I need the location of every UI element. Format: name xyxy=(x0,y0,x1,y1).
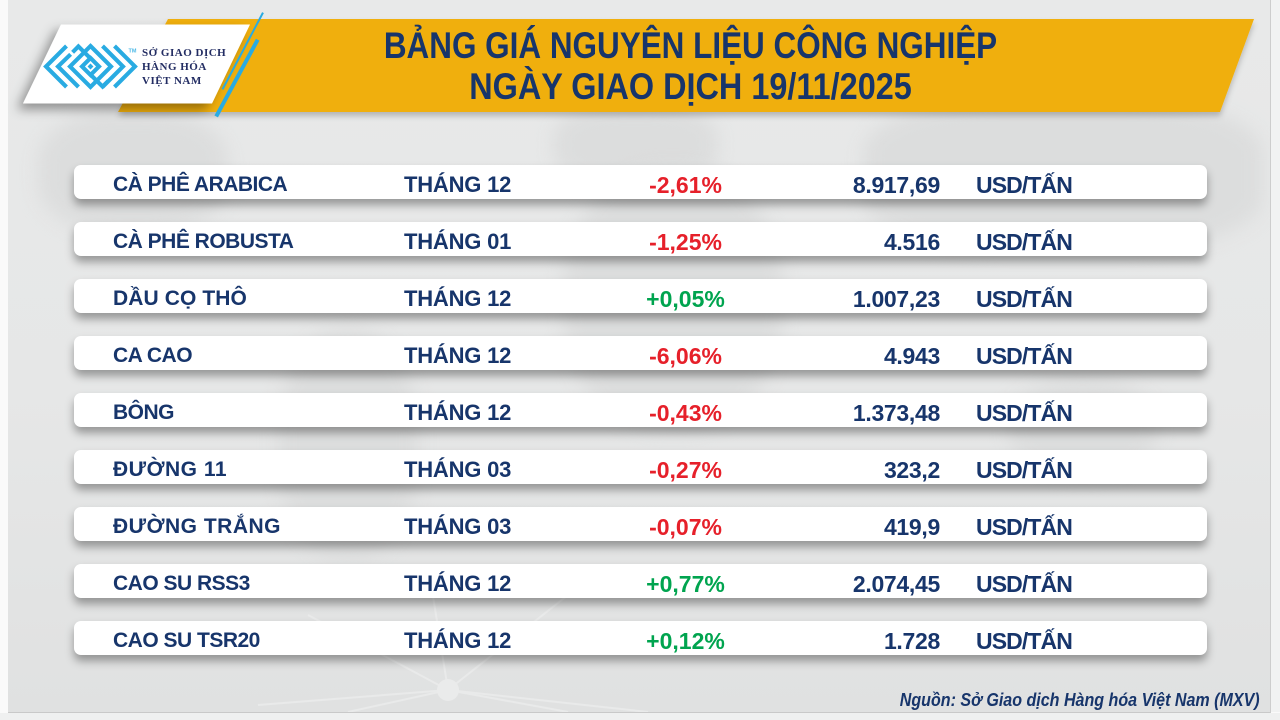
svg-text:TM: TM xyxy=(129,49,137,55)
svg-text:VIỆT NAM: VIỆT NAM xyxy=(142,74,202,87)
svg-text:HÀNG HÓA: HÀNG HÓA xyxy=(142,61,207,73)
svg-text:SỞ GIAO DỊCH: SỞ GIAO DỊCH xyxy=(142,47,226,59)
